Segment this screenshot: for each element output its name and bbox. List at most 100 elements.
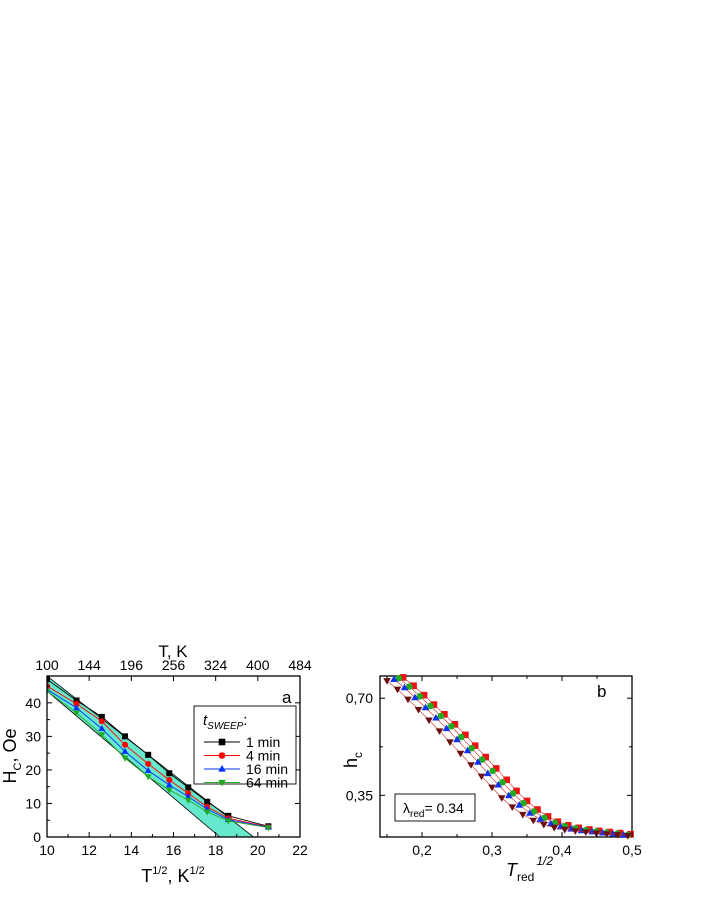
legend-label: 1 min (246, 734, 280, 750)
data-point (203, 809, 211, 816)
y-axis: 0,35 0,70 (346, 690, 632, 803)
data-point (165, 781, 173, 788)
data-point (619, 831, 628, 838)
series-group (383, 674, 634, 840)
data-point (463, 746, 472, 754)
top-tick-label: 196 (120, 657, 144, 673)
lambda-annotation: λred= 0.34 (403, 800, 464, 820)
data-point (435, 728, 444, 735)
data-point (404, 696, 412, 704)
data-point (550, 824, 559, 832)
data-point (509, 790, 517, 797)
y-tick-label: 20 (25, 762, 41, 778)
data-point (484, 769, 492, 777)
series-line-4-min (47, 685, 269, 828)
data-point (98, 725, 106, 732)
data-point (166, 770, 173, 777)
x-tick-label: 18 (208, 842, 224, 858)
data-point (406, 683, 413, 690)
top-tick-label: 484 (288, 657, 312, 673)
legend-marker (218, 752, 226, 759)
data-point (498, 795, 506, 802)
data-point (499, 779, 506, 786)
data-point (474, 758, 482, 765)
panel-label: b (597, 682, 606, 701)
data-point (204, 798, 211, 805)
data-point (456, 750, 465, 758)
data-point (457, 733, 465, 741)
data-point (121, 755, 129, 762)
x-tick-label: 10 (39, 842, 55, 858)
data-point (488, 784, 496, 792)
data-point (185, 784, 192, 791)
data-point (145, 760, 152, 767)
data-point (399, 674, 407, 681)
x-axis-title: Tred1/2 (506, 854, 553, 884)
series-line-1-min (47, 678, 269, 827)
data-point (515, 801, 524, 808)
data-point (540, 821, 548, 829)
data-point (565, 822, 572, 829)
data-point (505, 791, 513, 799)
data-point (427, 702, 434, 710)
x-tick-label: 0,2 (412, 842, 432, 858)
data-point (582, 829, 590, 836)
top-tick-label: 256 (162, 657, 186, 673)
data-point (541, 814, 548, 822)
data-point (420, 691, 428, 699)
legend-title: tSWEEP: (203, 712, 247, 732)
data-point (513, 787, 520, 795)
y-tick-label: 10 (25, 795, 41, 811)
panel-label: a (282, 688, 292, 707)
x-tick-label: 0,5 (622, 842, 642, 858)
data-point (98, 713, 105, 720)
legend-marker (218, 765, 226, 772)
series-line-64-min (47, 690, 269, 829)
top-axis-title: T, K (158, 642, 188, 661)
legend-frame (193, 705, 297, 785)
y-axis-title: HC, Oe (0, 729, 24, 784)
data-point (121, 747, 129, 754)
top-tick-label: 144 (77, 657, 101, 673)
data-point (98, 718, 105, 725)
data-point (523, 797, 531, 805)
data-point (410, 682, 417, 690)
legend-marker (218, 738, 226, 746)
x-tick-label: 0,3 (482, 842, 502, 858)
x-tick-label: 14 (124, 842, 140, 858)
data-point (529, 817, 538, 825)
plot-frame (379, 675, 633, 838)
data-point (400, 683, 409, 691)
data-point (383, 678, 391, 685)
y-tick-label: 40 (25, 695, 41, 711)
data-point (530, 808, 538, 815)
data-point (624, 832, 632, 840)
data-point (184, 793, 192, 800)
data-point (73, 710, 80, 717)
x-axis: 0,2 0,3 0,4 0,5 (386, 676, 642, 858)
x-tick-label: 20 (250, 842, 266, 858)
data-point (467, 762, 475, 769)
data-point (603, 831, 611, 838)
legend-marker (218, 779, 226, 787)
data-point (73, 704, 80, 711)
data-point (544, 813, 552, 820)
top-axis: 100 144 196 256 324 400 484 (35, 657, 312, 673)
data-point (446, 739, 454, 747)
data-point (47, 688, 51, 695)
data-point (264, 825, 272, 832)
top-tick-label: 100 (35, 657, 59, 673)
data-point (145, 751, 152, 758)
data-point (430, 701, 438, 708)
data-point (609, 829, 617, 837)
data-point (393, 686, 402, 694)
data-point (441, 711, 448, 718)
data-point (416, 692, 424, 700)
data-point (425, 717, 433, 725)
data-point (144, 774, 152, 781)
data-point (534, 806, 541, 813)
data-point (492, 765, 500, 772)
